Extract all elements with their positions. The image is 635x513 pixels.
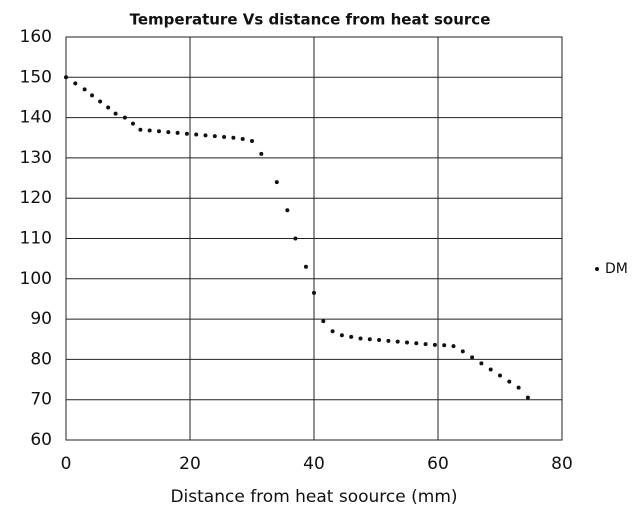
data-point — [194, 132, 199, 137]
data-point — [113, 111, 118, 116]
data-point — [231, 135, 236, 140]
y-tick-label: 150 — [20, 67, 52, 87]
chart-title: Temperature Vs distance from heat source — [130, 11, 491, 29]
data-point — [507, 379, 512, 384]
x-tick-label: 20 — [179, 454, 201, 474]
data-point — [367, 337, 372, 342]
data-point — [222, 134, 227, 139]
data-point — [64, 75, 68, 80]
data-point — [98, 99, 103, 104]
y-tick-label: 60 — [30, 430, 52, 450]
data-point — [321, 319, 326, 324]
data-point — [73, 81, 78, 86]
x-tick-label: 40 — [303, 454, 325, 474]
y-tick-label: 140 — [20, 108, 52, 128]
data-point — [432, 342, 437, 347]
data-point — [414, 341, 419, 346]
x-tick-label: 0 — [61, 454, 72, 474]
data-point — [516, 385, 521, 390]
data-point — [285, 208, 290, 213]
data-point — [175, 130, 180, 135]
data-point — [138, 127, 143, 132]
y-tick-label: 120 — [20, 188, 52, 208]
data-point — [122, 115, 127, 120]
data-point — [312, 290, 316, 295]
y-tick-label: 130 — [20, 148, 52, 168]
data-point — [184, 131, 189, 136]
y-tick-label: 160 — [20, 27, 52, 47]
data-point — [303, 264, 308, 269]
data-point — [395, 339, 400, 344]
data-point — [525, 395, 530, 400]
data-point — [90, 93, 95, 98]
data-point — [212, 134, 217, 139]
data-point — [274, 180, 279, 185]
data-point — [386, 338, 391, 343]
data-point — [488, 367, 493, 372]
data-point — [470, 355, 475, 360]
legend-label: DM — [605, 261, 628, 277]
y-tick-label: 80 — [30, 349, 52, 369]
data-point — [203, 133, 208, 138]
data-point — [106, 105, 111, 110]
data-point — [442, 343, 447, 348]
data-point — [330, 329, 335, 334]
data-point — [423, 342, 428, 347]
data-point — [498, 373, 502, 378]
data-point — [349, 334, 354, 339]
data-point — [82, 87, 87, 92]
data-point — [147, 128, 152, 133]
data-point — [157, 129, 161, 134]
x-axis-label: Distance from heat soource (mm) — [170, 487, 457, 507]
x-tick-label: 80 — [551, 454, 573, 474]
data-point — [377, 338, 382, 343]
data-point — [293, 236, 298, 241]
y-tick-label: 70 — [30, 390, 52, 410]
x-tick-label: 60 — [427, 454, 449, 474]
data-point — [259, 151, 264, 156]
data-point — [460, 349, 465, 354]
data-point — [451, 344, 456, 349]
data-point — [479, 361, 484, 366]
data-point — [405, 340, 409, 345]
data-point — [166, 130, 171, 135]
data-point — [250, 138, 254, 143]
legend-marker — [595, 267, 599, 271]
data-point — [240, 136, 245, 141]
data-point — [339, 333, 344, 338]
data-point — [358, 336, 363, 341]
y-tick-label: 110 — [20, 229, 52, 249]
data-point — [130, 121, 135, 126]
y-tick-label: 100 — [20, 269, 52, 289]
y-tick-label: 90 — [30, 309, 52, 329]
